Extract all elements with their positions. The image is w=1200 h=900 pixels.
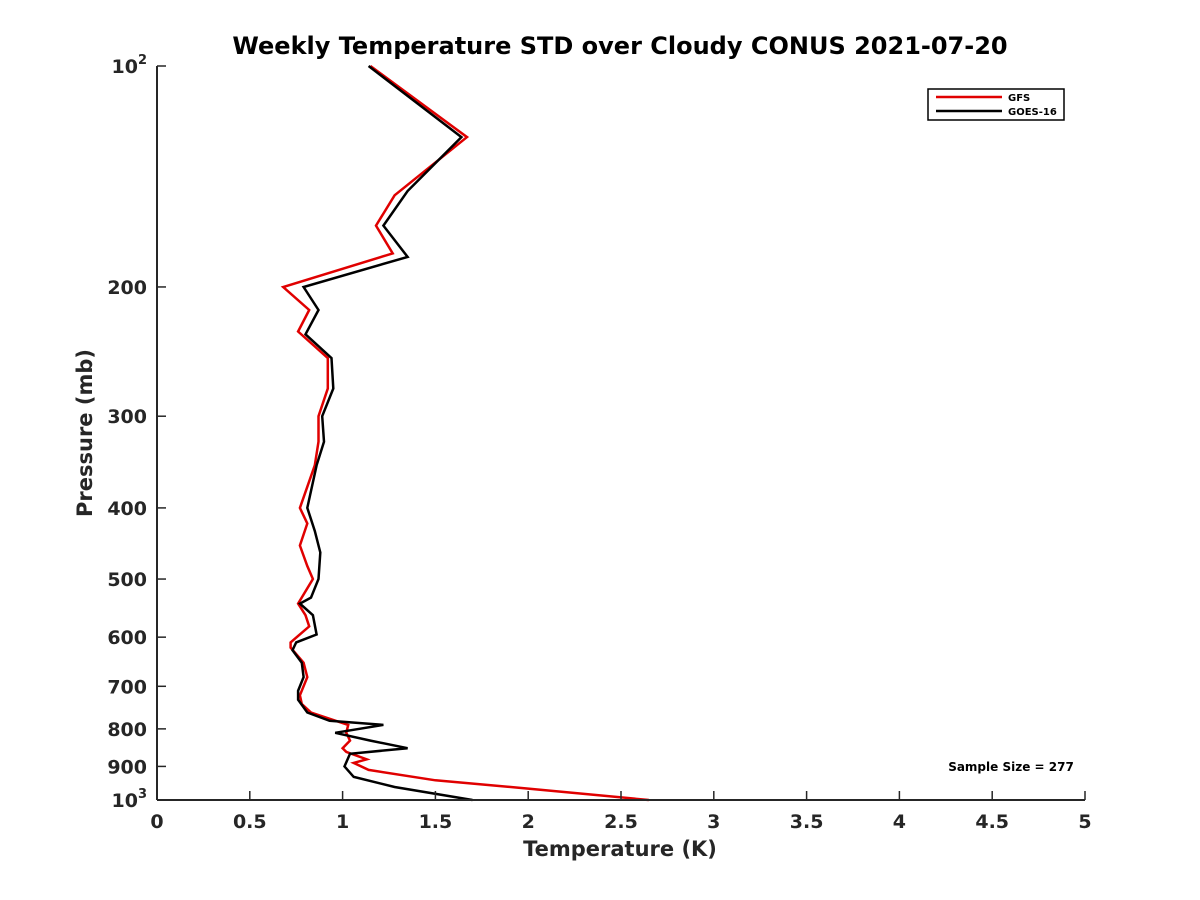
y-tick-label-text: 500 (107, 569, 147, 591)
x-tick-label: 1.5 (419, 811, 453, 833)
y-tick-label: 102 (112, 53, 148, 78)
y-tick-label: 200 (107, 277, 147, 299)
x-tick-label: 2 (522, 811, 535, 833)
y-tick-label: 800 (107, 719, 147, 741)
y-tick-label-text: 300 (107, 406, 147, 428)
y-tick-label: 500 (107, 569, 147, 591)
y-tick-label-text: 700 (107, 676, 147, 698)
y-tick-label: 700 (107, 676, 147, 698)
y-tick-label-exponent: 3 (138, 787, 147, 802)
y-tick-label: 300 (107, 406, 147, 428)
sample-size-annotation: Sample Size = 277 (948, 760, 1074, 774)
x-tick-label: 0.5 (233, 811, 267, 833)
series-line-goes-16 (291, 65, 473, 802)
y-tick-label-text: 10 (112, 56, 138, 78)
y-axis-label: Pressure (mb) (73, 349, 97, 517)
y-tick-label-text: 200 (107, 277, 147, 299)
x-tick-label: 1 (336, 811, 349, 833)
legend-label-gfs: GFS (1008, 93, 1030, 104)
chart-title: Weekly Temperature STD over Cloudy CONUS… (232, 32, 1007, 60)
y-tick-label: 103 (112, 787, 148, 812)
series-line-gfs (280, 64, 649, 802)
x-axis-ticks: 0 0.5 1 1.5 2 2.5 3 3.5 4 4.5 5 (150, 791, 1092, 833)
legend-box (927, 88, 1065, 121)
y-tick-label-text: 10 (112, 790, 138, 812)
legend: GFS GOES-16 (927, 88, 1065, 121)
y-tick-label-text: 400 (107, 498, 147, 520)
x-tick-label: 4 (893, 811, 906, 833)
series-layer (280, 64, 649, 802)
y-tick-label-text: 600 (107, 627, 147, 649)
y-tick-label-exponent: 2 (138, 53, 147, 68)
x-tick-label: 3 (707, 811, 720, 833)
x-axis-label: Temperature (K) (523, 837, 717, 861)
y-tick-label-text: 800 (107, 719, 147, 741)
x-tick-label: 0 (150, 811, 163, 833)
y-tick-label: 900 (107, 756, 147, 778)
x-tick-label: 5 (1078, 811, 1091, 833)
y-tick-label: 400 (107, 498, 147, 520)
legend-label-goes-16: GOES-16 (1008, 107, 1057, 118)
x-tick-label: 4.5 (975, 811, 1009, 833)
x-tick-label: 2.5 (604, 811, 638, 833)
y-tick-label: 600 (107, 627, 147, 649)
y-tick-label-text: 900 (107, 756, 147, 778)
x-tick-label: 3.5 (790, 811, 824, 833)
